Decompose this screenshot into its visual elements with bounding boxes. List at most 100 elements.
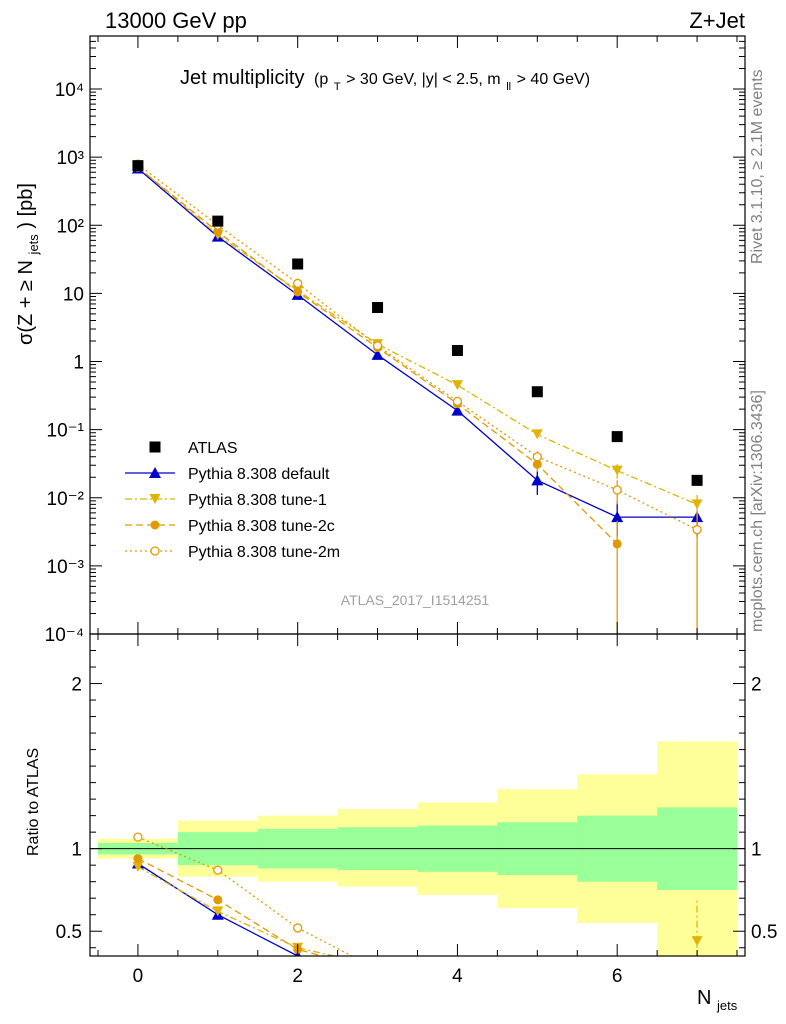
ratio-series-pythia-8-308-tune-2m (133, 832, 354, 956)
legend-entry: Pythia 8.308 tune-1 (125, 492, 327, 509)
title-cuts-m: > 40 GeV) (517, 71, 590, 88)
main-panel-title: Jet multiplicity (p T > 30 GeV, |y| < 2.… (180, 67, 590, 95)
rivet-version-label: Rivet 3.1.10, ≥ 2.1M events (749, 69, 766, 264)
data-point (691, 474, 703, 486)
legend-marker (150, 546, 160, 556)
series-pythia-8-308-default (131, 162, 704, 537)
legend-label: Pythia 8.308 tune-1 (188, 492, 327, 509)
ratio-y-ticks: 0.5 0.5 1 1 2 2 (56, 650, 777, 949)
y-tick-label: 10³ (57, 148, 84, 169)
title-cuts-pt: > 30 GeV, |y| < 2.5, m (346, 71, 500, 88)
y-tick-label: 10² (57, 216, 84, 237)
ratio-y-tick-label-left: 1 (71, 840, 82, 861)
legend-marker (150, 520, 160, 530)
ratio-y-tick-label-left: 2 (71, 675, 82, 696)
y-label-sub: jets (26, 234, 41, 256)
x-ticks: 0 2 4 6 (97, 36, 738, 987)
legend-entry: ATLAS (149, 440, 238, 457)
ratio-plot-area (90, 832, 745, 956)
title-cuts-open: (p (314, 71, 328, 88)
x-label-main: N (697, 987, 711, 1009)
ratio-data-point (213, 895, 223, 905)
y-tick-label: 10⁴ (55, 80, 84, 101)
data-point (532, 452, 542, 462)
legend-marker (149, 441, 161, 453)
data-point (372, 302, 384, 314)
legend-label: Pythia 8.308 tune-2c (188, 518, 335, 535)
legend-marker (149, 467, 161, 478)
ratio-data-point (691, 936, 703, 947)
y-tick-label: 10⁻³ (47, 557, 85, 578)
main-y-axis-label: σ(Z + ≥ N jets ) [pb] (15, 183, 43, 345)
data-point (611, 511, 624, 523)
legend-label: Pythia 8.308 default (188, 466, 330, 483)
legend-label: Pythia 8.308 tune-2m (188, 544, 340, 561)
ratio-y-tick-label-right: 1 (751, 840, 762, 861)
data-point (451, 345, 463, 357)
series-line (137, 168, 698, 518)
data-point (292, 258, 304, 270)
data-point (451, 380, 463, 391)
data-point (452, 396, 463, 407)
x-tick-label: 6 (612, 966, 623, 987)
y-label-unit: ) [pb] (15, 183, 37, 229)
ratio-data-point (133, 832, 143, 842)
ratio-data-point (132, 861, 144, 872)
ratio-series-line (137, 866, 337, 956)
ratio-series-line (137, 857, 325, 956)
header-left-label: 13000 GeV pp (105, 8, 247, 33)
ratio-series-pythia-8-308-tune-1-last-bin- (691, 898, 703, 956)
x-tick-label: 4 (452, 966, 463, 987)
title-cuts-pt-sub: T (334, 81, 341, 93)
legend: ATLAS Pythia 8.308 default Pythia 8.308 tu… (125, 440, 340, 561)
data-point (213, 227, 223, 237)
y-tick-label: 10⁻¹ (47, 421, 85, 442)
ratio-series-line (137, 836, 354, 956)
main-y-ticks: 10⁻⁴ 10⁻³ 10⁻² 10⁻¹ 1 10 10² 10³ 10⁴ (45, 35, 745, 646)
data-point (612, 539, 622, 549)
data-point (531, 474, 544, 486)
data-point (532, 459, 542, 469)
data-point (293, 278, 303, 289)
header-right-label: Z+Jet (689, 8, 745, 33)
data-point (212, 215, 224, 227)
data-point (691, 499, 703, 510)
main-panel (131, 159, 704, 634)
data-point (531, 386, 543, 398)
data-point (451, 404, 464, 416)
data-point (692, 525, 702, 535)
y-tick-label: 1 (73, 353, 84, 374)
data-point (293, 287, 303, 297)
x-label-sub: jets (716, 998, 738, 1013)
y-tick-label: 10⁻² (47, 489, 85, 510)
series-atlas (132, 160, 703, 486)
data-point (531, 429, 543, 440)
legend-entry: Pythia 8.308 tune-2c (125, 518, 335, 535)
data-point (611, 465, 623, 476)
ratio-data-point (133, 854, 143, 864)
series-pythia-8-308-tune-2c (133, 162, 622, 634)
ratio-series-pythia-8-308-tune-2c (133, 854, 325, 956)
data-point (132, 160, 144, 172)
x-tick-label: 2 (292, 966, 303, 987)
x-tick-label: 0 (133, 966, 144, 987)
y-tick-label: 10 (63, 284, 84, 305)
data-point (371, 348, 384, 360)
ratio-data-point (293, 923, 303, 933)
title-cuts-m-sub: ll (506, 81, 511, 93)
legend-entry: Pythia 8.308 default (125, 466, 330, 483)
series-pythia-8-308-tune-1 (132, 161, 703, 519)
series-line (137, 166, 698, 505)
ratio-y-tick-label-right: 0.5 (751, 922, 777, 943)
data-point (372, 341, 383, 351)
data-point (612, 485, 622, 495)
ratio-y-tick-label-left: 0.5 (56, 922, 82, 943)
analysis-label: ATLAS_2017_I1514251 (341, 592, 490, 608)
y-label-main: σ(Z + ≥ N (15, 260, 37, 345)
mcplots-label: mcplots.cern.ch [arXiv:1306.3436] (749, 390, 766, 632)
ratio-data-point (213, 865, 223, 875)
data-point (611, 431, 623, 443)
main-plot-area (131, 159, 704, 634)
